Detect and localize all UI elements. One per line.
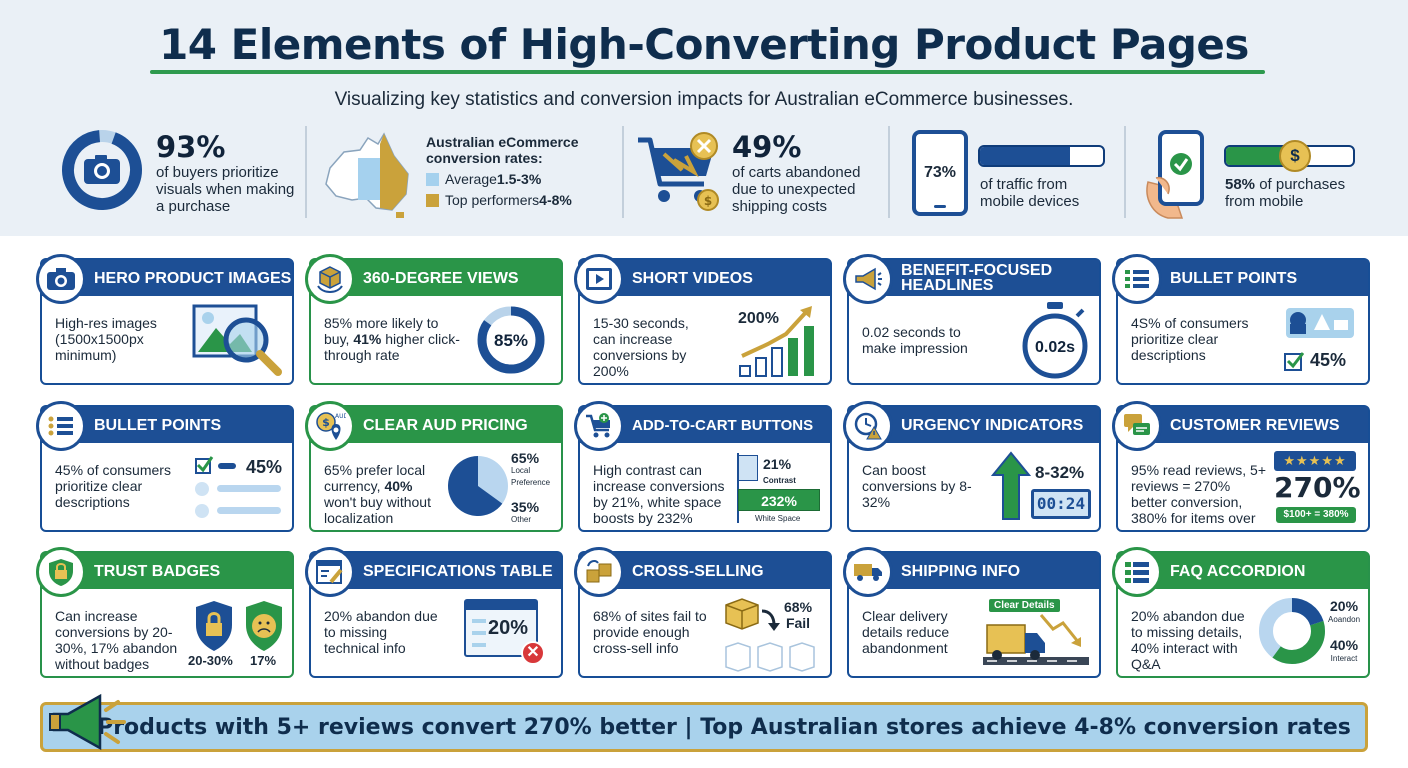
page-subtitle: Visualizing key statistics and conversio… bbox=[334, 89, 1074, 110]
camera-icon bbox=[36, 254, 86, 304]
card-customer-reviews: CUSTOMER REVIEWS 95% read reviews, 5+ re… bbox=[1112, 401, 1370, 532]
spec-sheet-icon bbox=[305, 547, 355, 597]
countdown-timer: 00:24 bbox=[1031, 489, 1091, 519]
bullet-list-graphic bbox=[195, 456, 236, 518]
top-swatch bbox=[426, 193, 439, 207]
card-hero-images: HERO PRODUCT IMAGES High-res images (150… bbox=[36, 254, 294, 385]
faq-legend: 20% Aoandon 40% Interact bbox=[1328, 598, 1361, 663]
card-bullet-points-2: BULLET POINTS 45% of consumers prioritiz… bbox=[36, 401, 294, 532]
faq-donut-chart bbox=[1259, 598, 1325, 664]
traffic-text: of traffic from mobile devices bbox=[980, 176, 1080, 210]
visuals-stat bbox=[60, 128, 144, 217]
up-arrow-icon bbox=[991, 451, 1031, 520]
svg-text:$: $ bbox=[322, 416, 330, 429]
svg-text:$: $ bbox=[704, 194, 712, 208]
clock-alert-icon bbox=[843, 401, 893, 451]
video-icon bbox=[574, 254, 624, 304]
aud-icon: $ AUD bbox=[305, 401, 355, 451]
divider bbox=[888, 126, 890, 218]
traffic-bar bbox=[978, 145, 1105, 167]
carts-text: 49% of carts abandoned due to unexpected… bbox=[732, 130, 861, 215]
bottom-banner: Products with 5+ reviews convert 270% be… bbox=[40, 702, 1368, 752]
currency-pie-chart bbox=[448, 456, 508, 516]
card-aud-pricing: CLEAR AUD PRICING $ AUD 65% prefer local … bbox=[305, 401, 563, 532]
cart-abandon-icon: $ bbox=[634, 130, 726, 219]
card-360-views: 360-DEGREE VIEWS 85% more likely to buy,… bbox=[305, 254, 563, 385]
white-space-bar: 232% bbox=[738, 489, 820, 511]
stopwatch-icon: 0.02s bbox=[1022, 302, 1088, 379]
list-icon bbox=[1112, 254, 1162, 304]
card-urgency: URGENCY INDICATORS Can boost conversions… bbox=[843, 401, 1101, 532]
page-title: 14 Elements of High-Converting Product P… bbox=[159, 20, 1249, 69]
card-specifications: SPECIFICATIONS TABLE 20% abandon due to … bbox=[305, 547, 563, 678]
svg-text:85%: 85% bbox=[494, 331, 528, 350]
purchases-text: 58% of purchases from mobile bbox=[1225, 176, 1346, 210]
card-faq: FAQ ACCORDION 20% abandon due to missing… bbox=[1112, 547, 1370, 678]
megaphone-icon bbox=[843, 254, 893, 304]
cube-rotate-icon bbox=[305, 254, 355, 304]
star-rating: ★★★★★ bbox=[1274, 451, 1356, 471]
title-underline bbox=[150, 70, 1265, 74]
growth-bar-chart bbox=[739, 306, 814, 377]
divider bbox=[1124, 126, 1126, 218]
dollar-coin-icon: $ bbox=[1279, 140, 1311, 172]
clear-details-tag: Clear Details bbox=[989, 599, 1060, 612]
bullet-stat: 45% bbox=[1284, 350, 1346, 371]
card-shipping: SHIPPING INFO Clear delivery details red… bbox=[843, 547, 1101, 678]
faq-list-icon bbox=[1112, 547, 1162, 597]
hand-phone-icon bbox=[1142, 128, 1216, 225]
card-bullet-points-1: BULLET POINTS 4S% of consumers prioritiz… bbox=[1112, 254, 1370, 385]
boxes-icon bbox=[574, 547, 624, 597]
price-tag: $100+ = 380% bbox=[1276, 507, 1356, 523]
cart-add-icon bbox=[574, 401, 624, 451]
cross-sell-boxes-graphic bbox=[725, 598, 815, 672]
shield-lock-icon bbox=[36, 547, 86, 597]
magnify-image-icon bbox=[192, 304, 282, 376]
australia-map-icon bbox=[322, 130, 418, 225]
badge-shields bbox=[196, 601, 282, 651]
svg-text:0.02s: 0.02s bbox=[1035, 339, 1075, 356]
pie-legend: 65% Local Preference 35% Other bbox=[511, 450, 551, 524]
card-cross-selling: CROSS-SELLING 68% of sites fail to provi… bbox=[574, 547, 832, 678]
card-add-to-cart: ADD-TO-CART BUTTONS High contrast can in… bbox=[574, 401, 832, 532]
divider bbox=[622, 126, 624, 218]
chat-icon bbox=[1112, 401, 1162, 451]
video-growth-label: 200% bbox=[738, 310, 779, 327]
check-icon bbox=[1284, 351, 1304, 371]
visuals-text: 93% of buyers prioritize visuals when ma… bbox=[156, 130, 295, 215]
contrast-bar bbox=[738, 455, 758, 481]
360-ring-chart: 85% bbox=[477, 306, 545, 374]
error-x-icon: ✕ bbox=[521, 641, 545, 665]
average-swatch bbox=[426, 172, 439, 186]
phone-icon: 73% bbox=[912, 130, 968, 216]
delivery-truck-graphic bbox=[983, 614, 1089, 665]
card-headlines: BENEFIT-FOCUSED HEADLINES 0.02 seconds t… bbox=[843, 254, 1101, 385]
megaphone-icon bbox=[49, 693, 126, 751]
shapes-description-icon bbox=[1286, 308, 1354, 338]
svg-text:AUD: AUD bbox=[335, 413, 346, 420]
card-short-videos: SHORT VIDEOS 15-30 seconds, can increase… bbox=[574, 254, 832, 385]
truck-icon bbox=[843, 547, 893, 597]
camera-ring-icon bbox=[62, 130, 142, 211]
divider bbox=[305, 126, 307, 218]
list-icon bbox=[36, 401, 86, 451]
card-trust-badges: TRUST BADGES Can increase conversions by… bbox=[36, 547, 294, 678]
conversion-rates-legend: Australian eCommerce conversion rates: A… bbox=[426, 134, 579, 208]
